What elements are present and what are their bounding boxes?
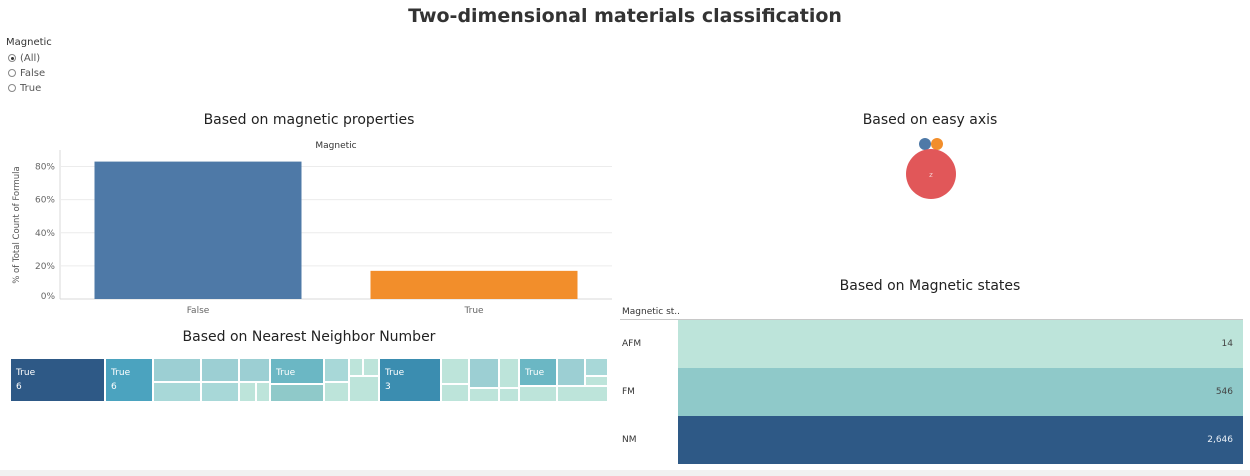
treemap-cell[interactable]: True 6 (10, 358, 105, 402)
treemap-cell[interactable] (441, 358, 469, 384)
magnetic-states-title: Based on Magnetic states (839, 278, 1021, 294)
cell-label: True (16, 368, 36, 378)
state-label: NM (622, 435, 637, 445)
bubble-mark (919, 138, 931, 150)
treemap-cell[interactable] (256, 382, 270, 402)
magnetic-states-column-header: Magnetic st.. (622, 307, 681, 317)
x-tick-label: True (463, 306, 484, 316)
state-bar-fm[interactable]: 546 (678, 368, 1243, 416)
dashboard-title: Two-dimensional materials classification (408, 5, 842, 27)
cell-value: 3 (385, 382, 391, 392)
easy-axis-chart: z (906, 138, 956, 199)
state-bar-nm[interactable]: 2,646 (678, 416, 1243, 464)
bubble-label: z (929, 171, 933, 179)
easy-axis-title: Based on easy axis (862, 112, 998, 128)
y-tick-label: 20% (35, 262, 55, 272)
treemap-cell[interactable] (441, 384, 469, 402)
bar-true[interactable] (370, 270, 578, 299)
cell-value: 6 (16, 382, 22, 392)
magnetic-filter-title: Magnetic (6, 37, 52, 48)
cell-value: 6 (111, 382, 117, 392)
state-label: FM (622, 387, 635, 397)
treemap-cell[interactable]: True (519, 358, 557, 386)
treemap-cell[interactable] (363, 358, 379, 376)
treemap-cell[interactable] (270, 384, 324, 402)
treemap-cell[interactable] (324, 358, 349, 382)
treemap-cell[interactable] (557, 386, 608, 402)
cell-label: True (525, 368, 545, 378)
treemap-cell[interactable]: True 3 (379, 358, 441, 402)
y-tick-label: 40% (35, 229, 55, 239)
treemap-cell[interactable] (239, 382, 256, 402)
bottom-bar (0, 470, 1250, 476)
treemap-cell[interactable] (519, 386, 557, 402)
radio-selected-icon[interactable] (8, 54, 16, 62)
treemap-cell[interactable] (153, 358, 201, 382)
state-value: 546 (1215, 387, 1233, 397)
magnetic-properties-chart: Magnetic % of Total Count of Formula 0% 2… (12, 141, 612, 316)
y-axis-label: % of Total Count of Formula (12, 166, 22, 283)
radio-unselected-icon[interactable] (8, 84, 16, 92)
filter-option-label: True (20, 82, 42, 94)
bubble-mark (931, 138, 943, 150)
x-tick-label: False (187, 306, 210, 316)
magnetic-states-chart: AFM 14 FM 546 NM 2,646 (0, 320, 1250, 464)
treemap-cell[interactable] (585, 358, 608, 376)
magnetic-properties-title: Based on magnetic properties (203, 112, 415, 128)
treemap-cell[interactable]: True (270, 358, 324, 384)
bubble-mark (906, 149, 956, 199)
treemap-cell[interactable] (324, 382, 349, 402)
radio-unselected-icon[interactable] (8, 69, 16, 77)
bar-marks (94, 161, 578, 299)
treemap-cell[interactable] (201, 358, 239, 382)
state-value: 14 (1221, 339, 1233, 349)
bar-false[interactable] (94, 161, 302, 299)
treemap-cell[interactable] (557, 358, 585, 386)
treemap-cell[interactable] (201, 382, 239, 402)
column-header: Magnetic (315, 141, 356, 151)
state-bar-afm[interactable]: 14 (678, 320, 1243, 368)
cell-label: True (385, 368, 405, 378)
nearest-neighbor-treemap: True 6 True 6 True True 3 True (10, 358, 608, 402)
treemap-cell[interactable] (153, 382, 201, 402)
state-value: 2,646 (1207, 435, 1233, 445)
filter-option-false[interactable]: False (8, 66, 45, 80)
y-tick-label: 0% (41, 292, 56, 302)
treemap-cell[interactable] (349, 376, 379, 402)
treemap-cell[interactable] (499, 388, 519, 402)
cell-label: True (276, 368, 296, 378)
x-axis-labels: False True (187, 306, 484, 316)
y-tick-label: 80% (35, 163, 55, 173)
treemap-cell[interactable] (469, 388, 499, 402)
treemap-cell[interactable] (349, 358, 363, 376)
treemap-cell[interactable] (469, 358, 499, 388)
filter-option-label: (All) (20, 52, 41, 64)
y-tick-label: 60% (35, 196, 55, 206)
cell-label: True (111, 368, 131, 378)
y-axis-ticks: 0% 20% 40% 60% 80% (35, 163, 55, 302)
header-divider (620, 319, 1243, 320)
treemap-cell[interactable] (499, 358, 519, 388)
treemap-cell[interactable]: True 6 (105, 358, 153, 402)
state-label: AFM (622, 339, 642, 349)
filter-option-label: False (20, 67, 46, 79)
filter-option-true[interactable]: True (8, 81, 41, 95)
nearest-neighbor-title: Based on Nearest Neighbor Number (182, 329, 436, 345)
treemap-cell[interactable] (239, 358, 270, 382)
treemap-cell[interactable] (585, 376, 608, 386)
filter-option-all[interactable]: (All) (8, 51, 40, 65)
